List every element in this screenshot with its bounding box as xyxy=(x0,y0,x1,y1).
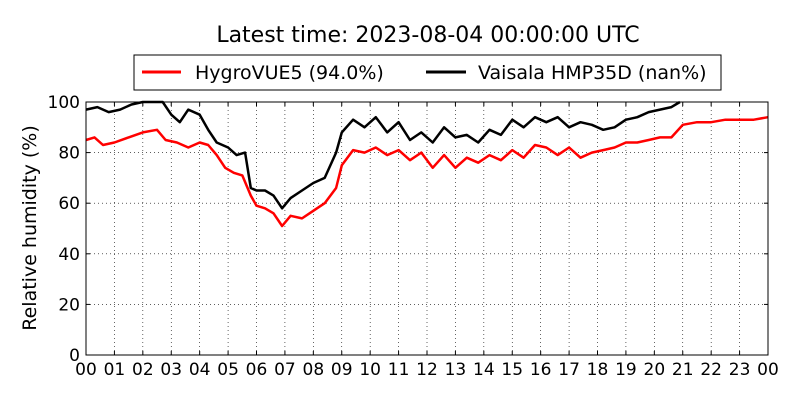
series-line-hygrovue5 xyxy=(85,115,769,228)
legend: HygroVUE5 (94.0%) Vaisala HMP35D (nan%) xyxy=(133,54,722,91)
x-tick-label: 18 xyxy=(587,360,609,380)
x-tick-label: 00 xyxy=(75,360,97,380)
y-tick-label: 0 xyxy=(69,346,80,366)
x-tick-label: 00 xyxy=(757,360,779,380)
y-tick-label: 60 xyxy=(58,194,80,214)
x-tick-label: 14 xyxy=(473,360,495,380)
x-tick-label: 22 xyxy=(700,360,722,380)
chart-title: Latest time: 2023-08-04 00:00:00 UTC xyxy=(216,23,639,48)
x-tick-label: 20 xyxy=(644,360,666,380)
x-tick-label: 06 xyxy=(246,360,268,380)
x-tick-label: 13 xyxy=(445,360,467,380)
grid xyxy=(86,102,768,355)
x-tick-label: 07 xyxy=(274,360,296,380)
x-tick-label: 17 xyxy=(558,360,580,380)
x-tick-label: 11 xyxy=(388,360,410,380)
legend-label-vaisala: Vaisala HMP35D (nan%) xyxy=(478,62,707,84)
x-tick-label: 05 xyxy=(217,360,239,380)
x-tick-label: 03 xyxy=(160,360,182,380)
legend-label-hygrovue5: HygroVUE5 (94.0%) xyxy=(195,62,384,84)
x-tick-label: 01 xyxy=(104,360,126,380)
x-tick-label: 16 xyxy=(530,360,552,380)
x-tick-label: 19 xyxy=(615,360,637,380)
x-tick-label: 15 xyxy=(501,360,523,380)
x-tick-label: 10 xyxy=(359,360,381,380)
x-tick-label: 12 xyxy=(416,360,438,380)
y-tick-label: 40 xyxy=(58,245,80,265)
x-tick-label: 02 xyxy=(132,360,154,380)
x-tick-label: 23 xyxy=(729,360,751,380)
y-axis-label: Relative humidity (%) xyxy=(19,125,41,330)
y-tick-label: 80 xyxy=(58,144,80,164)
x-tick-label: 04 xyxy=(189,360,211,380)
series-line-vaisala xyxy=(85,100,681,210)
x-tick-label: 21 xyxy=(672,360,694,380)
series-group xyxy=(85,100,769,228)
y-tick-label: 100 xyxy=(48,93,80,113)
y-tick-label: 20 xyxy=(58,295,80,315)
ticks: 00 01 02 03 04 05 06 07 08 09 10 11 12 13 14 15 16 17 18 19… xyxy=(48,93,779,380)
x-tick-label: 09 xyxy=(331,360,353,380)
x-tick-label: 08 xyxy=(303,360,325,380)
